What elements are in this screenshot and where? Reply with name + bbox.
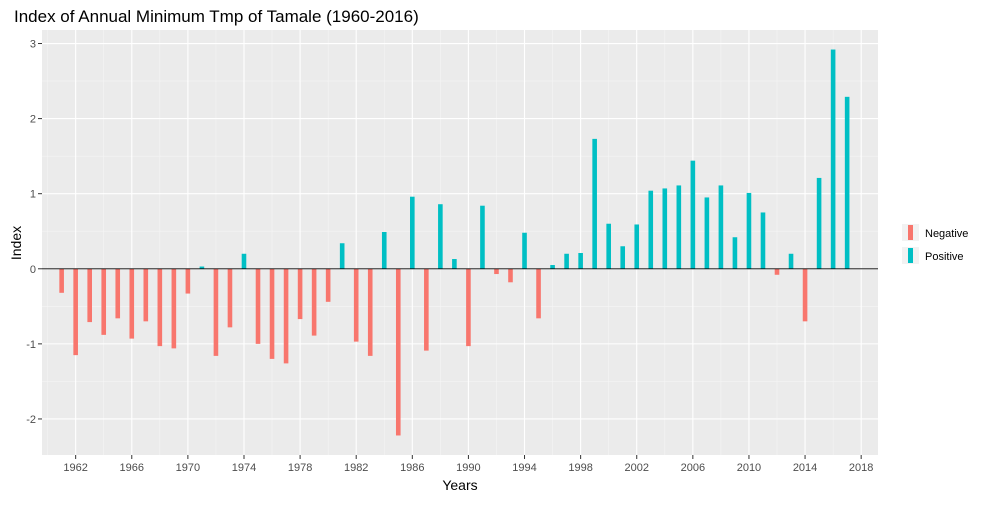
x-tick-label: 1998 <box>568 462 592 474</box>
bar-2009 <box>732 237 738 269</box>
bar-2002 <box>634 224 640 269</box>
bar-1993 <box>508 268 513 283</box>
plot-panel <box>42 30 878 455</box>
bar-1995 <box>536 268 541 319</box>
y-tick-label: -1 <box>26 339 36 351</box>
bar-1967 <box>143 268 149 322</box>
bar-1994 <box>522 232 527 269</box>
bar-1990 <box>466 268 471 347</box>
x-tick-label: 2002 <box>624 462 648 474</box>
x-tick-label: 1990 <box>456 462 480 474</box>
y-tick-label: -2 <box>26 414 36 426</box>
bar-1980 <box>325 268 331 302</box>
bar-1970 <box>185 268 191 294</box>
bar-2006 <box>690 160 696 269</box>
y-tick-label: 2 <box>30 114 36 126</box>
bar-2008 <box>718 185 724 269</box>
bar-2013 <box>788 253 794 269</box>
bar-1982 <box>353 268 359 342</box>
bar-2015 <box>816 177 822 269</box>
bar-1976 <box>269 268 275 359</box>
x-tick-label: 1986 <box>400 462 424 474</box>
x-tick-label: 1982 <box>344 462 368 474</box>
bar-2017 <box>844 96 850 269</box>
bar-1981 <box>339 243 345 269</box>
bar-1965 <box>115 268 121 319</box>
x-tick-label: 1978 <box>288 462 312 474</box>
bar-2007 <box>704 197 710 269</box>
y-tick-label: 0 <box>30 264 36 276</box>
y-axis-ticks: -2 -1 0 1 2 3 <box>26 39 42 426</box>
x-tick-label: 2006 <box>681 462 705 474</box>
bar-1966 <box>129 268 135 339</box>
bar-1964 <box>101 268 107 335</box>
bar-2000 <box>606 223 611 269</box>
bar-1992 <box>494 268 499 275</box>
bar-1983 <box>367 268 373 356</box>
bar-1987 <box>424 268 429 351</box>
x-axis-title: Years <box>442 477 477 493</box>
bar-1968 <box>157 268 163 347</box>
x-tick-label: 2010 <box>737 462 761 474</box>
bar-1961 <box>59 268 64 293</box>
bar-1998 <box>578 253 583 269</box>
bar-2004 <box>662 188 668 269</box>
bar-1985 <box>395 268 401 436</box>
bar-1972 <box>213 268 219 356</box>
bar-1989 <box>452 259 457 269</box>
y-tick-label: 3 <box>30 39 36 51</box>
bar-1973 <box>227 268 233 328</box>
bar-1984 <box>381 231 387 269</box>
legend-key-positive <box>908 248 913 263</box>
bar-1975 <box>255 268 261 344</box>
x-tick-label: 1994 <box>512 462 536 474</box>
bar-1978 <box>297 268 303 320</box>
bar-2014 <box>802 268 808 322</box>
bar-2016 <box>830 49 836 269</box>
bar-1986 <box>410 196 415 269</box>
x-tick-label: 1966 <box>120 462 144 474</box>
bar-1977 <box>283 268 289 364</box>
bar-2005 <box>676 185 682 269</box>
bar-2011 <box>760 212 766 269</box>
x-tick-label: 1962 <box>63 462 87 474</box>
legend-label-negative: Negative <box>925 228 968 240</box>
y-axis-title: Index <box>8 226 24 260</box>
legend-label-positive: Positive <box>925 251 964 263</box>
bar-1963 <box>87 268 92 323</box>
x-axis-ticks: 1962 1966 1970 1974 1978 1982 1986 1990 1994 1998… <box>63 455 873 474</box>
bar-2010 <box>746 192 752 269</box>
bar-1974 <box>241 253 247 269</box>
x-tick-label: 2018 <box>849 462 873 474</box>
chart-title: Index of Annual Minimum Tmp of Tamale (1… <box>14 7 419 26</box>
bar-1991 <box>480 205 485 269</box>
bar-1999 <box>592 138 597 269</box>
bar-2001 <box>620 246 626 269</box>
bar-2003 <box>648 190 654 269</box>
x-tick-label: 1970 <box>176 462 200 474</box>
bar-1969 <box>171 268 177 349</box>
bar-2012 <box>774 268 780 275</box>
y-tick-label: 1 <box>30 189 36 201</box>
bar-1996 <box>550 265 555 269</box>
x-tick-label: 1974 <box>232 462 256 474</box>
x-tick-label: 2014 <box>793 462 817 474</box>
bar-1962 <box>73 268 78 356</box>
bar-1988 <box>438 204 443 269</box>
bar-1971 <box>199 266 205 269</box>
bar-1997 <box>564 253 569 269</box>
bars <box>59 49 850 436</box>
legend-key-negative <box>908 225 913 240</box>
legend: Negative Positive <box>902 224 968 264</box>
bar-1979 <box>311 268 317 336</box>
